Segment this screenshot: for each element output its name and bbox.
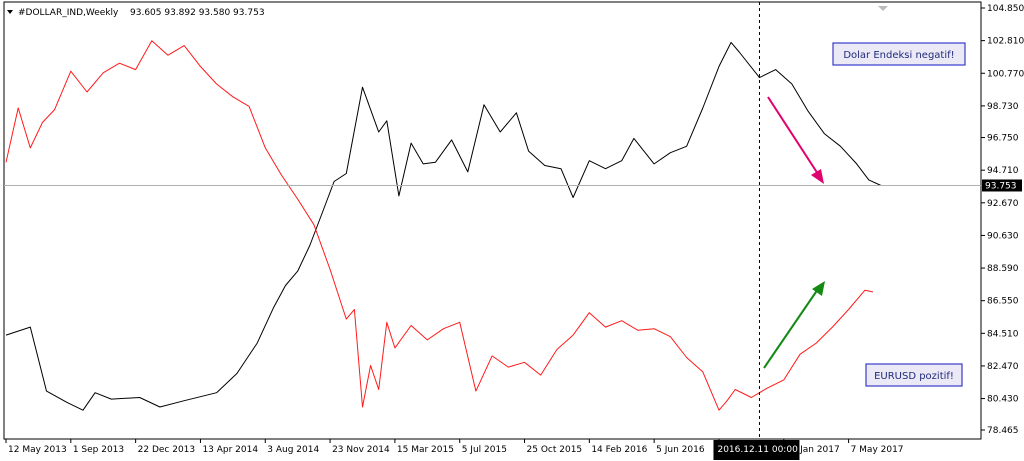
x-tick-label: 23 Nov 2014 <box>332 445 390 455</box>
y-tick-label: 78.465 <box>987 426 1019 436</box>
arrow-down-icon <box>767 96 824 184</box>
annotation-eurusd[interactable]: EURUSD pozitif! <box>865 363 963 387</box>
y-axis: 104.850 102.810 100.770 98.730 96.750 94.710 9… <box>981 4 1024 436</box>
y-tick-label: 96.750 <box>987 134 1019 144</box>
y-tick-label: 102.810 <box>987 37 1024 47</box>
y-tick-label: 98.730 <box>987 102 1019 112</box>
annotation-dollar[interactable]: Dolar Endeksi negatif! <box>832 42 966 66</box>
crosshair-time-label: 2016.12.11 00:00 <box>717 445 798 455</box>
annotation-box <box>865 363 963 387</box>
plot-area <box>3 1 982 440</box>
series-lines <box>5 40 882 411</box>
x-tick-label: 22 Dec 2013 <box>138 445 196 455</box>
y-tick-label: 88.590 <box>987 264 1019 274</box>
y-tick-label: 94.710 <box>987 166 1019 176</box>
x-tick-label: 3 Aug 2014 <box>267 445 319 455</box>
y-tick-label: 86.550 <box>987 297 1019 307</box>
x-tick-label: 15 Mar 2015 <box>397 445 454 455</box>
series-line-eurusd <box>5 40 873 411</box>
x-tick-label: 5 Jul 2015 <box>462 445 507 455</box>
arrow-up-icon <box>763 281 825 369</box>
y-tick-label: 90.630 <box>987 231 1019 241</box>
chart-overlay: 93.753 2016.12.11 00:00 <box>4 2 1022 460</box>
x-tick-label: 7 May 2017 <box>851 445 904 455</box>
ohlc-values: 93.605 93.892 93.580 93.753 <box>130 8 265 18</box>
y-tick-label: 80.430 <box>987 395 1019 405</box>
x-tick-label: 15 Jan 2017 <box>786 445 840 455</box>
x-tick-label: 5 Jun 2016 <box>656 445 705 455</box>
y-tick-label: 82.470 <box>987 362 1019 372</box>
symbol-label: #DOLLAR_IND,Weekly <box>18 8 119 18</box>
series-line-dollar-ind <box>5 41 882 411</box>
x-axis: 12 May 2013 1 Sep 2013 22 Dec 2013 13 Apr 2… <box>5 439 904 455</box>
crosshair-time-box <box>713 440 800 460</box>
y-tick-label: 104.850 <box>987 4 1024 14</box>
annotation-dollar-text: Dolar Endeksi negatif! <box>843 50 954 61</box>
x-tick-label: 13 Apr 2014 <box>202 445 258 455</box>
annotation-eurusd-text: EURUSD pozitif! <box>874 371 954 382</box>
current-price-tag <box>982 179 1022 192</box>
x-tick-label: 1 Sep 2013 <box>73 445 124 455</box>
y-tick-label: 92.670 <box>987 199 1019 209</box>
y-tick-label: 100.770 <box>987 69 1024 79</box>
current-price-label: 93.753 <box>985 181 1017 191</box>
x-tick-label: 25 Oct 2015 <box>527 445 583 455</box>
scroll-marker-icon[interactable] <box>878 6 888 11</box>
dropdown-icon[interactable] <box>7 10 13 14</box>
y-tick-label: 84.510 <box>987 329 1019 339</box>
x-tick-label: 14 Feb 2016 <box>591 445 647 455</box>
annotation-box <box>832 42 966 66</box>
x-tick-label: 12 May 2013 <box>8 445 67 455</box>
